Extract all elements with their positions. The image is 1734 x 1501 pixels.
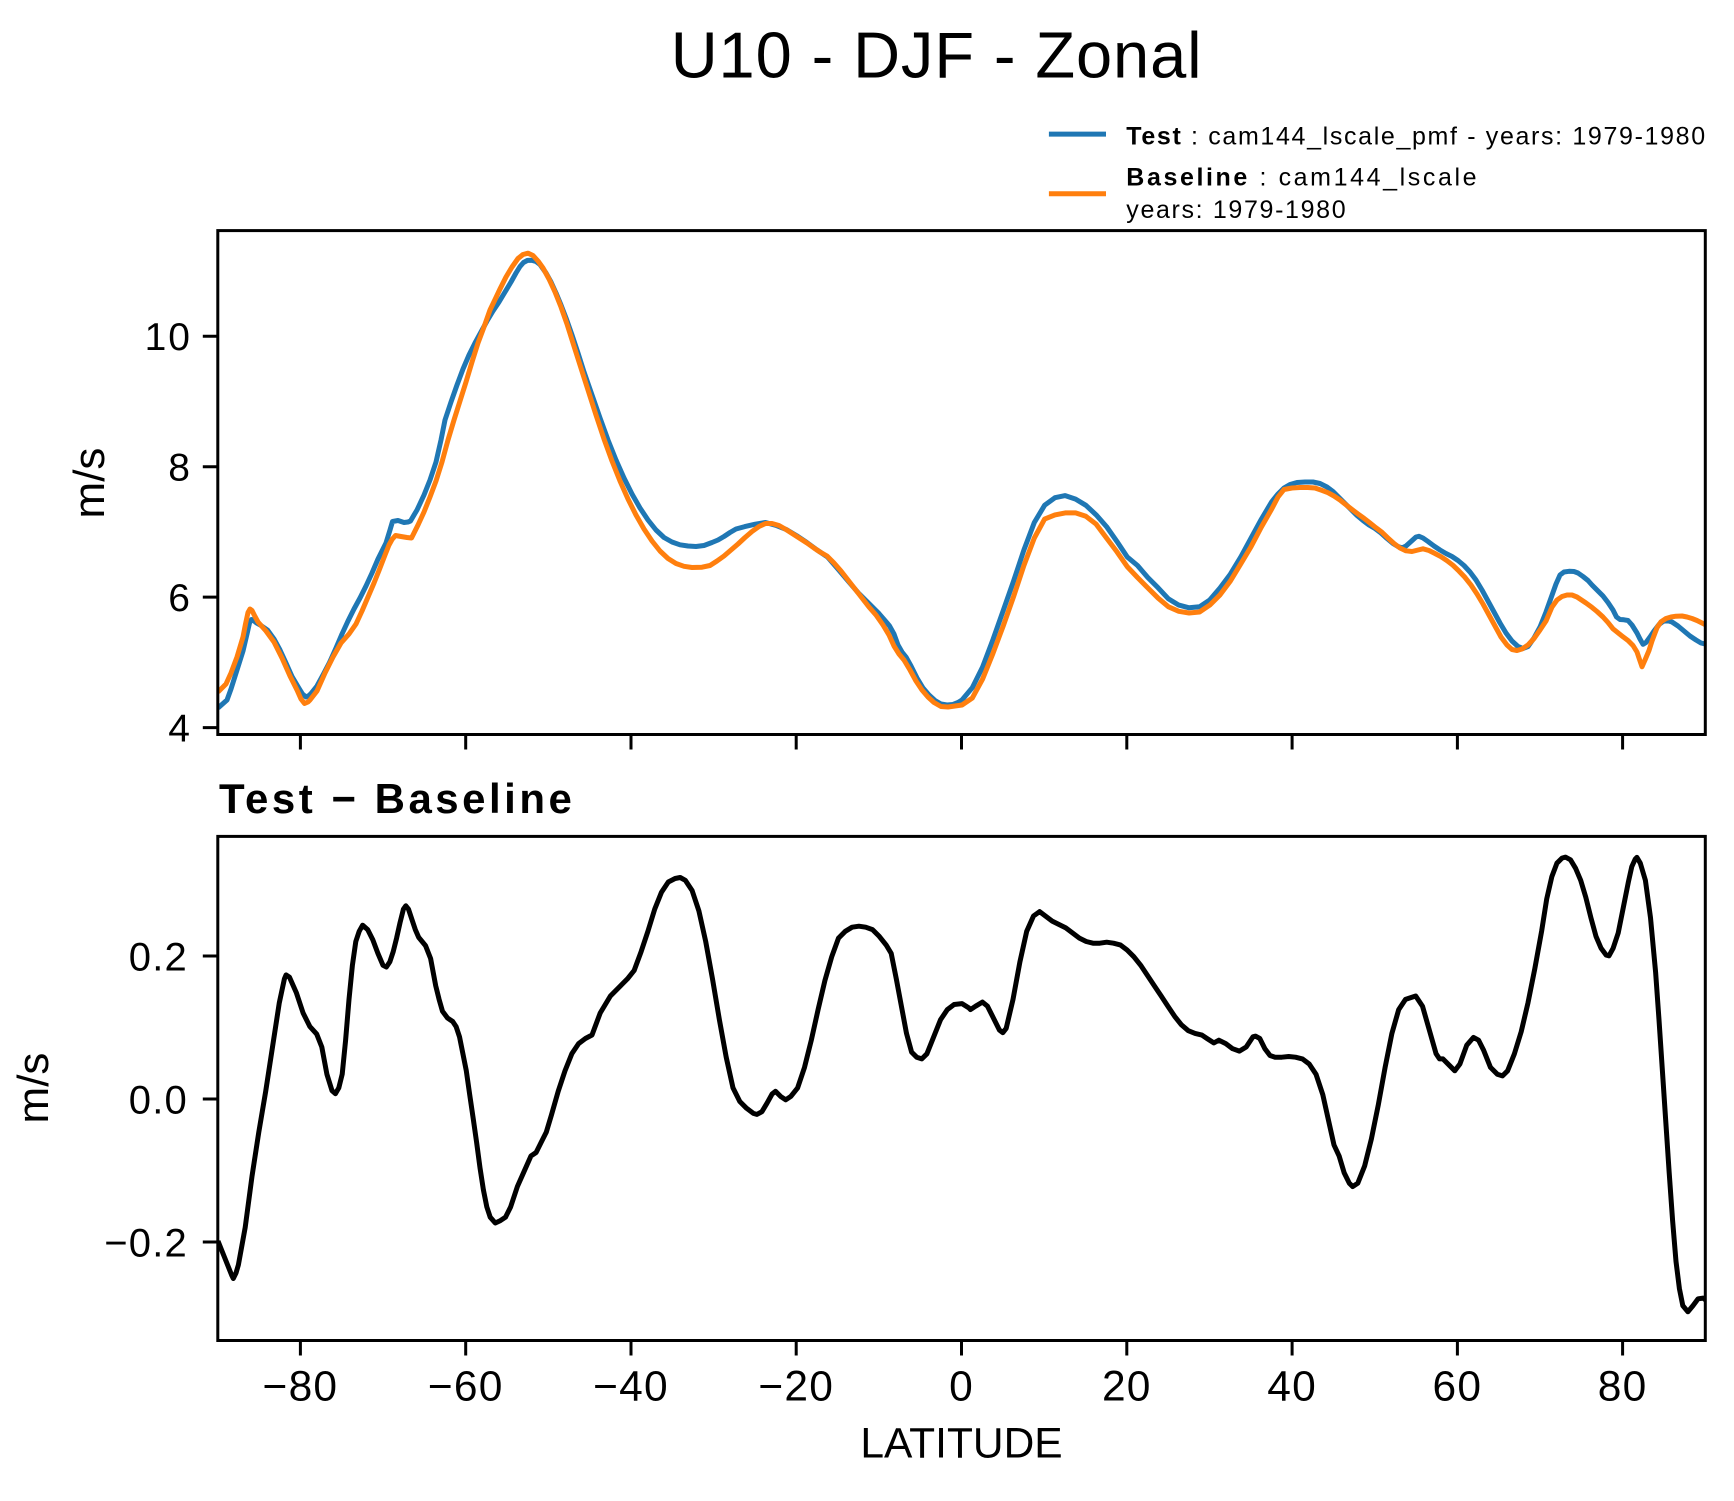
svg-text:LATITUDE: LATITUDE (860, 1421, 1062, 1468)
svg-text:0.0: 0.0 (129, 1079, 188, 1123)
svg-text:−40: −40 (593, 1364, 669, 1411)
svg-text:−60: −60 (428, 1364, 504, 1411)
svg-text:0: 0 (949, 1364, 974, 1411)
svg-text:0.2: 0.2 (129, 936, 188, 980)
svg-text:U10 - DJF - Zonal: U10 - DJF - Zonal (671, 19, 1203, 92)
svg-text:m/s: m/s (65, 448, 114, 519)
svg-text:Test − Baseline: Test − Baseline (219, 775, 575, 822)
svg-text:10: 10 (145, 316, 192, 359)
svg-text:−80: −80 (263, 1364, 339, 1411)
svg-text:60: 60 (1433, 1364, 1483, 1411)
svg-text:6: 6 (168, 577, 192, 620)
svg-text:40: 40 (1267, 1364, 1317, 1411)
svg-text:20: 20 (1102, 1364, 1152, 1411)
svg-text:Baseline : cam144_lscale: Baseline : cam144_lscale (1126, 164, 1479, 192)
svg-text:4: 4 (168, 707, 192, 750)
svg-text:years: 1979-1980: years: 1979-1980 (1126, 196, 1347, 224)
svg-text:−0.2: −0.2 (104, 1222, 188, 1266)
svg-text:m/s: m/s (9, 1053, 58, 1124)
svg-text:8: 8 (168, 447, 192, 490)
svg-text:Test : cam144_lscale_pmf - yea: Test : cam144_lscale_pmf - years: 1979-1… (1126, 122, 1706, 150)
svg-text:−20: −20 (758, 1364, 834, 1411)
svg-text:80: 80 (1598, 1364, 1648, 1411)
